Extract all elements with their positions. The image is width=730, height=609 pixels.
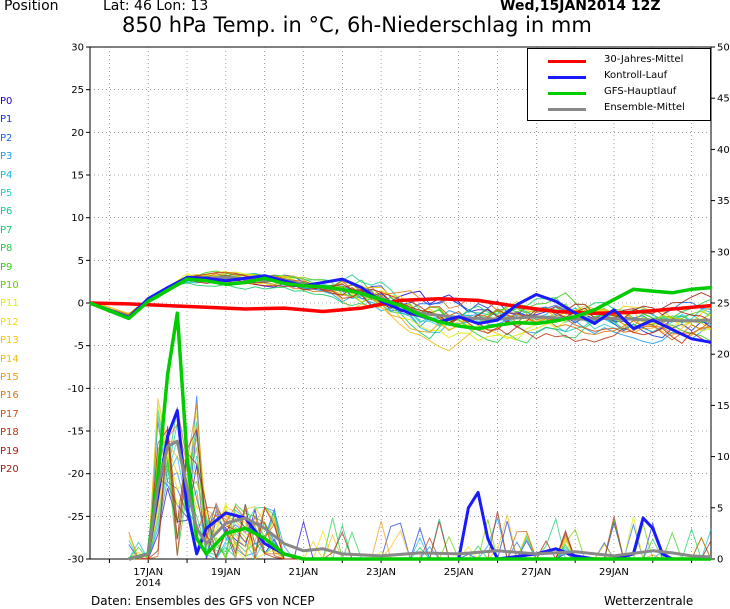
- y-right-tick-label: 50: [717, 43, 730, 54]
- member-label-p14: P14: [0, 353, 19, 365]
- member-label-p1: P1: [0, 114, 13, 126]
- legend-swatch: [548, 60, 586, 63]
- x-tick-label: 17JAN: [133, 567, 163, 578]
- precip-line-ensemble-mittel: [128, 439, 712, 561]
- run-date: Wed,15JAN2014 12Z: [500, 0, 661, 14]
- x-tick-label: 25JAN: [444, 567, 474, 578]
- y-left-tick-label: -5: [74, 341, 84, 352]
- y-left-tick-label: 0: [78, 299, 84, 310]
- y-right-tick-label: 45: [717, 94, 730, 105]
- legend-item-climate-mean: 30-Jahres-Mittel: [528, 53, 710, 69]
- member-label-p0: P0: [0, 96, 13, 107]
- x-year-label: 2014: [135, 578, 160, 589]
- member-label-p10: P10: [0, 280, 19, 291]
- x-tick-label: 23JAN: [366, 567, 396, 578]
- chart-legend: 30-Jahres-Mittel Kontroll-Lauf GFS-Haupt…: [527, 48, 711, 121]
- y-right-tick-label: 5: [717, 503, 723, 514]
- y-left-tick-label: 30: [71, 43, 84, 54]
- brand-label: Wetterzentrale: [604, 594, 694, 608]
- member-label-p13: P13: [0, 335, 19, 347]
- member-label-p19: P19: [0, 445, 19, 457]
- y-left-tick-label: -30: [68, 555, 84, 566]
- y-left-tick-label: -20: [68, 469, 84, 480]
- y-right-tick-label: 10: [717, 452, 730, 463]
- member-label-p6: P6: [0, 206, 13, 218]
- member-label-p17: P17: [0, 408, 19, 420]
- y-left-tick-label: 20: [71, 128, 84, 139]
- member-label-p15: P15: [0, 372, 19, 383]
- y-left-tick-label: -15: [68, 427, 84, 438]
- member-label-p2: P2: [0, 132, 13, 144]
- member-label-p11: P11: [0, 298, 19, 310]
- y-right-tick-label: 20: [717, 350, 730, 361]
- x-tick-label: 27JAN: [521, 567, 551, 578]
- member-label-p8: P8: [0, 243, 13, 255]
- member-temp-line-p14: [89, 273, 712, 352]
- x-tick-label: 29JAN: [599, 567, 629, 578]
- x-tick-label: 19JAN: [211, 567, 241, 578]
- member-label-p9: P9: [0, 261, 13, 273]
- chart-title: 850 hPa Temp. in °C, 6h-Niederschlag in …: [122, 13, 592, 37]
- member-temp-line-p4: [89, 272, 712, 334]
- y-right-tick-label: 0: [717, 555, 723, 566]
- y-left-tick-label: 25: [71, 85, 84, 96]
- member-label-p3: P3: [0, 151, 13, 163]
- y-right-tick-label: 35: [717, 196, 730, 207]
- member-label-p12: P12: [0, 316, 19, 328]
- precip-line-gfs-hauptlauf: [128, 311, 711, 561]
- legend-item-control-run: Kontroll-Lauf: [528, 69, 710, 85]
- legend-swatch: [548, 76, 586, 79]
- y-right-tick-label: 40: [717, 145, 730, 156]
- y-left-tick-label: 15: [71, 171, 84, 182]
- legend-item-ensemble-mean: Ensemble-Mittel: [528, 101, 710, 117]
- member-label-p5: P5: [0, 188, 13, 199]
- precip-line-kontroll-lauf: [128, 409, 711, 561]
- temp-line-kontroll-lauf: [89, 274, 712, 344]
- data-source-note: Daten: Ensembles des GFS von NCEP: [91, 594, 315, 608]
- y-left-tick-label: -10: [68, 384, 84, 395]
- x-tick-label: 21JAN: [289, 567, 319, 578]
- y-left-tick-label: 10: [71, 213, 84, 224]
- y-right-tick-label: 25: [717, 299, 730, 310]
- member-label-p7: P7: [0, 224, 13, 236]
- temp-line-gfs-hauptlauf: [89, 276, 712, 331]
- y-right-tick-label: 30: [717, 247, 730, 258]
- legend-swatch: [548, 108, 586, 111]
- member-label-p4: P4: [0, 169, 13, 181]
- legend-item-gfs-main-run: GFS-Hauptlauf: [528, 85, 710, 101]
- legend-label: GFS-Hauptlauf: [604, 86, 677, 97]
- lat-lon-label: Lat: 46 Lon: 13: [103, 0, 209, 14]
- legend-label: Kontroll-Lauf: [604, 70, 668, 81]
- position-label: Position: [4, 0, 59, 14]
- legend-swatch: [548, 92, 586, 95]
- legend-label: 30-Jahres-Mittel: [604, 54, 684, 65]
- member-label-p16: P16: [0, 390, 19, 402]
- legend-label: Ensemble-Mittel: [604, 102, 685, 113]
- member-label-p20: P20: [0, 464, 19, 475]
- y-left-tick-label: 5: [78, 256, 84, 267]
- member-label-p18: P18: [0, 427, 19, 439]
- y-right-tick-label: 15: [717, 401, 730, 412]
- y-left-tick-label: -25: [68, 512, 84, 523]
